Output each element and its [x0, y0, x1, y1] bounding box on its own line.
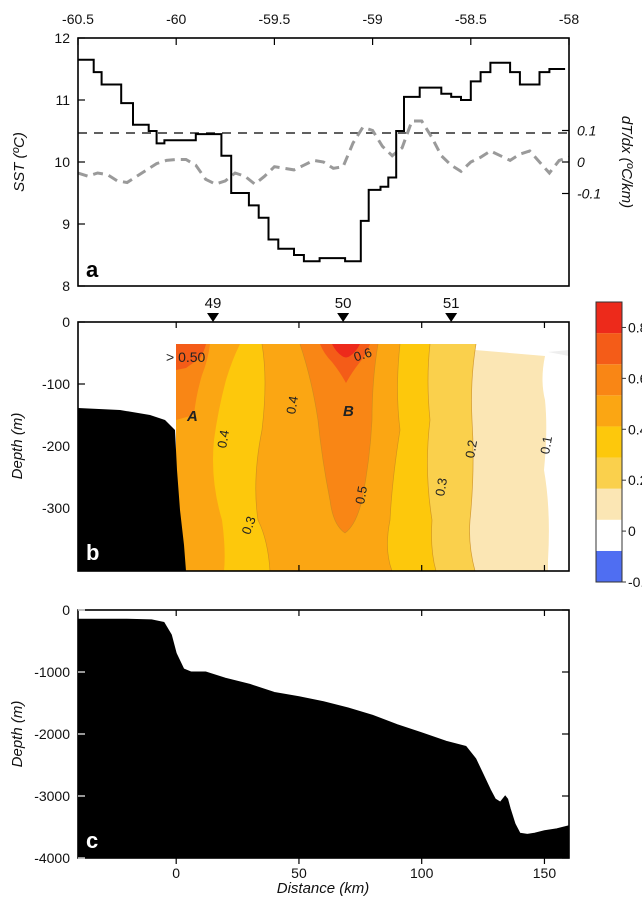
y-tick-label: 9: [62, 216, 70, 232]
contour-label: 0.6: [352, 345, 374, 365]
y2-tick-label: 0: [577, 154, 585, 170]
station-marker: [207, 313, 220, 322]
x-tick-label: -58.5: [455, 11, 487, 27]
colorbar-tick-label: 0.4: [628, 421, 642, 437]
y2-tick-label: 0.1: [577, 123, 596, 139]
colorbar-swatch: [596, 488, 622, 520]
colorbar-swatch: [596, 364, 622, 396]
station-marker: [337, 313, 350, 322]
colorbar-swatch: [596, 302, 622, 334]
colorbar-tick-label: -0.2: [628, 574, 642, 590]
y-tick-label: 10: [54, 154, 70, 170]
distance-axis-title: Distance (km): [277, 880, 370, 897]
colorbar-swatch: [596, 333, 622, 365]
y-tick-label: 12: [54, 30, 70, 46]
panel-label-a: a: [86, 257, 99, 282]
colorbar-swatch: [596, 519, 622, 551]
y-tick-label: 0: [62, 314, 70, 330]
contour-label: > 0.50: [166, 349, 206, 365]
distance-ticks-b: [175, 322, 546, 571]
contour-label: 0.3: [432, 477, 450, 497]
colorbar-swatch: [596, 395, 622, 427]
x-tick-label: 50: [291, 865, 307, 881]
region-label-b: B: [343, 403, 354, 420]
gradient-axis-title: dT/dx (ºC/km): [618, 116, 635, 208]
colorbar-tick-label: 0.6: [628, 370, 642, 386]
x-tick-label: -59.5: [258, 11, 290, 27]
contour-label: 0.5: [352, 485, 370, 505]
contour-fill-0-7: [320, 344, 370, 383]
y-tick-label: -300: [42, 500, 70, 516]
colorbar-frame: [595, 301, 623, 583]
station-markers: 49 50 51: [205, 295, 460, 322]
surface-gap: [176, 322, 569, 344]
panel-a: -60.5 -60 -59.5 -59 -58.5 -58 8 9 10 11 12 -0.1 0 0…: [11, 11, 635, 294]
contour-lines: [255, 343, 477, 571]
colorbar-swatch: [596, 550, 622, 582]
y-tick-label: -2000: [34, 726, 70, 742]
colorbar-tick-label: 0.2: [628, 472, 642, 488]
bathymetry-profile: [78, 618, 569, 858]
depth-axis-title-c: Depth (m): [9, 701, 26, 768]
sst-axis-title: SST (ºC): [11, 132, 28, 192]
station-label: 50: [335, 295, 352, 312]
velocity-section: [78, 322, 569, 571]
colorbar-swatch: [596, 426, 622, 458]
station-label: 49: [205, 295, 222, 312]
panel-b: 0 -100 -200 -300 49 50 51 > 0.50 0.6 0.4 0.4 …: [9, 295, 642, 590]
contour-label: 0.3: [238, 514, 258, 536]
x-tick-label: -59: [362, 11, 382, 27]
region-label-a: A: [186, 408, 198, 425]
y-tick-label: 8: [62, 278, 70, 294]
depth-axis-b: 0 -100 -200 -300: [42, 314, 85, 516]
contour-fill-0-7-left: [176, 344, 206, 370]
y-tick-label: -200: [42, 438, 70, 454]
x-tick-label: -60: [166, 11, 186, 27]
colorbar-tick-label: 0.8: [628, 319, 642, 335]
colorbar-swatch: [596, 457, 622, 489]
y-tick-label: -3000: [34, 788, 70, 804]
dtdx-gradient-line: [78, 119, 569, 187]
station-marker: [445, 313, 458, 322]
contour-label: 0.2: [462, 439, 480, 459]
contour-fill-0-6: [300, 344, 378, 533]
x-tick-label: 0: [172, 865, 180, 881]
depth-axis-title-b: Depth (m): [9, 413, 26, 480]
sst-line: [78, 58, 566, 263]
x-tick-label: -58: [559, 11, 579, 27]
y-tick-label: -1000: [34, 664, 70, 680]
x-tick-label: 150: [533, 865, 557, 881]
depth-axis-c: 0 -1000 -2000 -3000 -4000: [34, 602, 569, 866]
distance-axis: 0 50 100 150: [172, 610, 556, 881]
y-tick-label: -4000: [34, 850, 70, 866]
x-tick-label: 100: [410, 865, 434, 881]
y-tick-label: 11: [55, 92, 70, 108]
panel-label-c: c: [86, 828, 98, 853]
contour-label: 0.1: [537, 435, 555, 455]
white-streak: [548, 350, 569, 356]
colorbar-tick-label: 0: [628, 523, 636, 539]
colorbar: 0.8 0.6 0.4 0.2 0 -0.2: [595, 301, 642, 590]
contour-fill-0-8: [332, 344, 360, 358]
panel-label-b: b: [86, 540, 99, 565]
top-longitude-axis: -60.5 -60 -59.5 -59 -58.5 -58: [62, 11, 579, 45]
gradient-axis: -0.1 0 0.1: [562, 123, 601, 202]
y2-tick-label: -0.1: [577, 186, 601, 202]
seafloor-mask: [78, 408, 186, 571]
contour-label: 0.4: [283, 395, 301, 415]
y-tick-label: -100: [42, 376, 70, 392]
contour-label: 0.4: [214, 429, 232, 449]
station-label: 51: [443, 295, 460, 312]
y-tick-label: 0: [62, 602, 70, 618]
contour-labels: > 0.50 0.6 0.4 0.4 0.5 0.3 0.3 0.2 0.1: [166, 345, 555, 537]
x-tick-label: -60.5: [62, 11, 94, 27]
panel-c: 0 -1000 -2000 -3000 -4000 0 50 100 150 Depth (m…: [9, 602, 570, 897]
sst-axis: 8 9 10 11 12: [54, 30, 85, 294]
